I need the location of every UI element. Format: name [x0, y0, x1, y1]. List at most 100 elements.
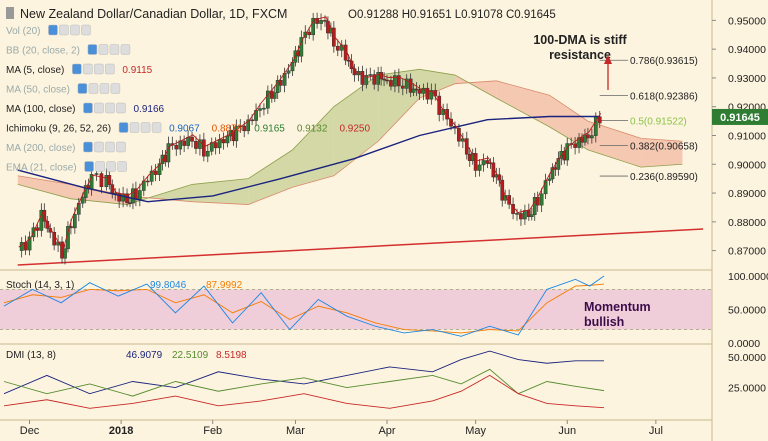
- gear-icon[interactable]: [88, 83, 99, 94]
- dmi-label: DMI (13, 8): [6, 350, 56, 361]
- gear-icon[interactable]: [95, 161, 105, 172]
- candle-down: [52, 231, 57, 246]
- ichimoku-cloud-bull: [192, 178, 249, 205]
- gear-icon[interactable]: [94, 102, 104, 114]
- ichimoku-cloud-bull: [248, 149, 293, 205]
- dmi-plus-line: [3, 350, 604, 395]
- more-icon[interactable]: [110, 83, 121, 94]
- indicator-value: 0.9250: [339, 124, 370, 135]
- gear-icon[interactable]: [94, 141, 104, 153]
- close-icon[interactable]: [94, 63, 104, 75]
- more-icon[interactable]: [116, 102, 126, 114]
- candle-down: [408, 78, 413, 93]
- eye-icon[interactable]: [84, 161, 94, 172]
- price-axis-label: 0.94000: [728, 44, 766, 56]
- more-icon[interactable]: [151, 122, 162, 133]
- stoch-k-line: [3, 275, 605, 337]
- candle-up: [166, 143, 171, 163]
- candle-up: [275, 79, 280, 93]
- gear-icon[interactable]: [98, 44, 109, 55]
- candle-up: [209, 142, 214, 152]
- price-axis-label: 0.88000: [728, 217, 766, 229]
- ichimoku-cloud-bear: [17, 175, 71, 199]
- more-icon[interactable]: [116, 141, 126, 153]
- close-icon[interactable]: [106, 161, 116, 172]
- eye-icon[interactable]: [72, 63, 82, 75]
- more-icon[interactable]: [81, 24, 91, 36]
- candle-up: [404, 78, 409, 89]
- price-axis-label: 0.89000: [728, 188, 766, 200]
- resistance-arrowhead: [604, 55, 612, 64]
- ichimoku-cloud-bear: [587, 121, 642, 168]
- candle-up: [565, 143, 570, 161]
- indicator-label: Ichimoku (9, 26, 52, 26): [6, 124, 111, 135]
- candle-down: [349, 60, 354, 70]
- eye-icon[interactable]: [118, 122, 129, 133]
- candle-up: [266, 90, 270, 109]
- dmi-plus-value: 46.9079: [126, 350, 163, 361]
- candle-down: [417, 89, 422, 94]
- ichimoku-cloud-bear: [641, 138, 683, 168]
- eye-icon[interactable]: [83, 141, 93, 153]
- time-axis-label: 2018: [109, 425, 133, 437]
- close-icon[interactable]: [99, 83, 110, 94]
- candle-down: [190, 136, 194, 142]
- candle-down: [125, 193, 129, 203]
- ichimoku-cloud-bull: [333, 75, 379, 176]
- current-price-label: 0.91645: [720, 112, 760, 124]
- stoch-d-value: 87.9992: [206, 280, 243, 291]
- close-icon[interactable]: [109, 44, 120, 55]
- eye-icon[interactable]: [87, 44, 98, 55]
- close-icon[interactable]: [70, 24, 80, 36]
- candle-up: [186, 136, 190, 146]
- candle-up: [364, 75, 369, 85]
- candle-up: [368, 74, 373, 76]
- candle-down: [385, 79, 389, 82]
- stoch-k-value: 99.8046: [150, 280, 187, 291]
- candle-down: [597, 116, 602, 124]
- gear-icon[interactable]: [59, 24, 69, 36]
- close-icon[interactable]: [140, 122, 151, 133]
- candle-down: [202, 139, 206, 157]
- candle-up: [262, 107, 266, 110]
- more-icon[interactable]: [117, 161, 127, 172]
- more-icon[interactable]: [105, 63, 115, 75]
- candle-up: [577, 137, 581, 148]
- candle-up: [286, 70, 291, 74]
- more-icon[interactable]: [120, 44, 131, 55]
- candle-down: [250, 119, 254, 122]
- dmi-adx-line: [3, 374, 605, 409]
- momentum-note: Momentum: [584, 300, 651, 314]
- gear-icon[interactable]: [83, 63, 93, 75]
- ichimoku-cloud-bull: [292, 106, 334, 188]
- fib-level-label: 0.382(0.90658): [630, 141, 698, 152]
- stoch-label: Stoch (14, 3, 1): [6, 280, 74, 291]
- indicator-value: 0.9067: [169, 124, 200, 135]
- indicator-label: MA (50, close): [6, 85, 70, 96]
- close-icon[interactable]: [105, 102, 115, 114]
- candle-up: [72, 214, 77, 229]
- indicator-label: MA (200, close): [6, 143, 75, 154]
- candle-up: [393, 75, 397, 87]
- close-icon[interactable]: [105, 141, 115, 153]
- candle-down: [35, 227, 40, 231]
- pane-collapse-icon[interactable]: [6, 7, 14, 19]
- candle-up: [272, 92, 277, 99]
- candle-down: [99, 173, 104, 187]
- resistance-note: 100-DMA is stiff: [533, 33, 627, 47]
- eye-icon[interactable]: [83, 102, 93, 114]
- eye-icon[interactable]: [48, 24, 58, 36]
- candle-up: [421, 87, 426, 94]
- price-axis-label: 0.95000: [728, 15, 766, 27]
- candle-down: [221, 139, 226, 144]
- candle-down: [360, 71, 365, 85]
- candle-up: [481, 160, 486, 166]
- gear-icon[interactable]: [129, 122, 140, 133]
- candle-up: [543, 180, 548, 195]
- time-axis-label: Jul: [649, 425, 663, 437]
- indicator-value: 0.9115: [122, 65, 152, 76]
- candle-down: [174, 144, 179, 150]
- candle-up: [27, 236, 32, 251]
- eye-icon[interactable]: [77, 83, 88, 94]
- time-axis-label: May: [465, 425, 486, 437]
